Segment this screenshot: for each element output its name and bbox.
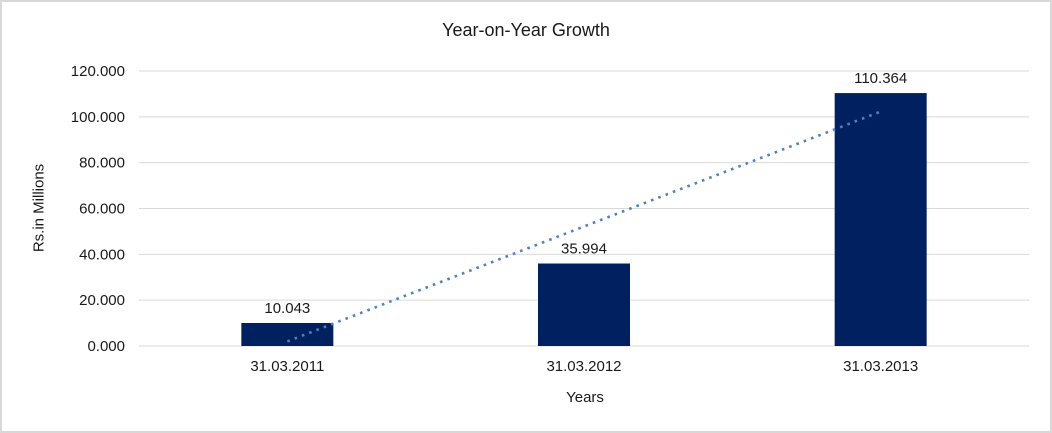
x-tick-label: 31.03.2011 [250, 358, 324, 375]
data-label: 110.364 [854, 70, 907, 87]
x-tick-label: 31.03.2013 [843, 358, 918, 375]
data-label: 10.043 [264, 300, 310, 317]
bar [538, 263, 630, 346]
bar [834, 93, 927, 347]
y-tick-label: 120.000 [71, 63, 125, 80]
bar [241, 322, 334, 346]
y-tick-label: 20.000 [79, 292, 125, 309]
y-tick-label: 0.000 [87, 338, 125, 355]
chart-title: Year-on-Year Growth [442, 20, 610, 40]
y-tick-label: 60.000 [79, 201, 125, 218]
x-axis-title: Years [566, 389, 604, 406]
data-label: 35.994 [561, 241, 607, 258]
y-tick-label: 100.000 [71, 109, 125, 126]
y-tick-label: 40.000 [79, 246, 125, 263]
y-tick-label: 80.000 [79, 155, 125, 172]
x-tick-label: 31.03.2012 [546, 358, 621, 375]
